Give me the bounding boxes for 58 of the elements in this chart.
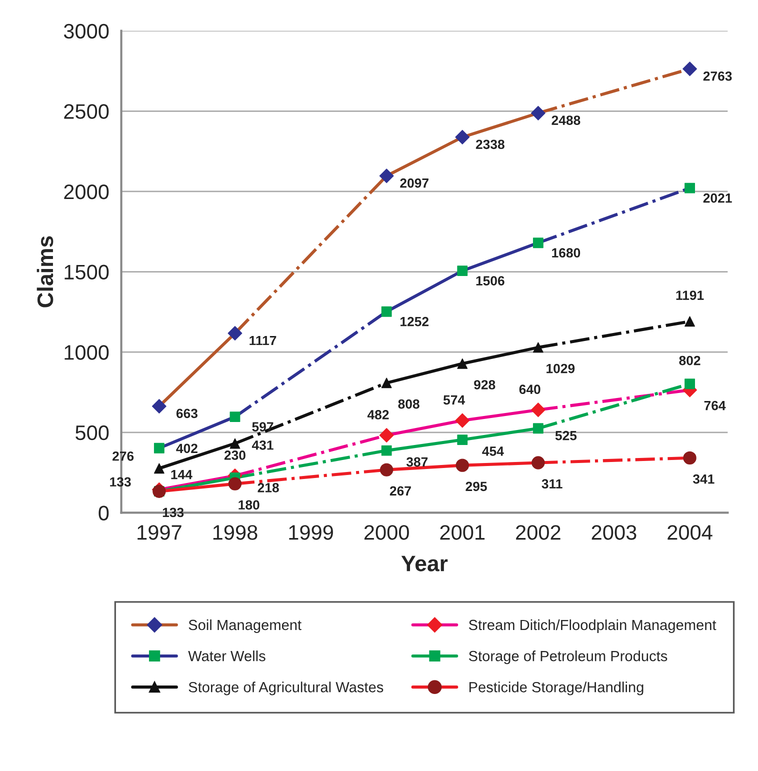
data-label: 267 [390,486,411,496]
data-label: 2097 [400,178,428,188]
data-label: 928 [474,380,496,390]
data-label: 230 [224,450,246,460]
data-label: 387 [406,457,428,467]
data-label: 1680 [552,248,580,258]
data-label: 144 [171,470,192,480]
legend-label: Storage of Petroleum Products [468,650,668,664]
data-label: 218 [258,483,279,492]
y-tick-label: 1500 [64,264,109,280]
data-label: 1191 [676,290,704,300]
legend-label: Water Wells [188,650,266,662]
data-label: 1252 [400,316,429,326]
x-tick-label: 1997 [138,525,182,540]
data-label: 2338 [476,140,504,150]
data-label: 341 [692,474,714,484]
legend-label: Soil Management [188,619,302,634]
x-tick-label: 1999 [289,525,333,540]
data-label: 764 [704,400,726,410]
data-label: 133 [162,508,184,518]
data-label: 663 [176,408,198,418]
data-label: 1029 [546,364,575,374]
data-label: 2763 [703,71,732,81]
data-label: 802 [679,356,700,366]
x-tick-label: 2000 [364,525,409,540]
data-label: 640 [519,384,540,394]
data-label: 2021 [703,193,732,203]
y-tick-label: 1000 [64,345,109,360]
x-axis-title: Year [401,556,448,572]
legend-label: Storage of Agricultural Wastes [188,682,384,696]
x-tick-label: 2003 [592,525,636,540]
y-tick-label: 3000 [64,24,109,39]
x-tick-label: 2001 [440,525,485,540]
data-label: 402 [176,444,198,454]
x-tick-label: 2002 [516,525,560,540]
data-label: 133 [110,477,131,487]
x-tick-label: 2004 [668,525,712,540]
data-label: 311 [542,479,562,489]
data-label: 180 [238,500,260,510]
y-axis-title: Claims [36,236,54,308]
data-label: 525 [555,430,577,440]
data-label: 454 [482,446,504,456]
data-label: 1506 [476,276,504,286]
y-tick-label: 0 [98,506,109,520]
y-tick-label: 2000 [64,184,109,200]
legend-label: Stream Ditich/Floodplain Management [468,619,716,634]
y-tick-label: 500 [76,425,109,440]
data-label: 482 [367,410,389,420]
y-tick-label: 2500 [64,104,109,119]
legend-label: Pesticide Storage/Handling [469,682,644,696]
x-tick-label: 1998 [213,525,258,540]
data-label: 808 [398,399,420,409]
data-label: 431 [252,440,274,450]
data-label: 1117 [250,336,276,346]
data-label: 2488 [552,116,580,125]
data-label: 295 [466,482,487,492]
data-label: 574 [443,395,465,405]
data-label: 276 [112,451,134,461]
